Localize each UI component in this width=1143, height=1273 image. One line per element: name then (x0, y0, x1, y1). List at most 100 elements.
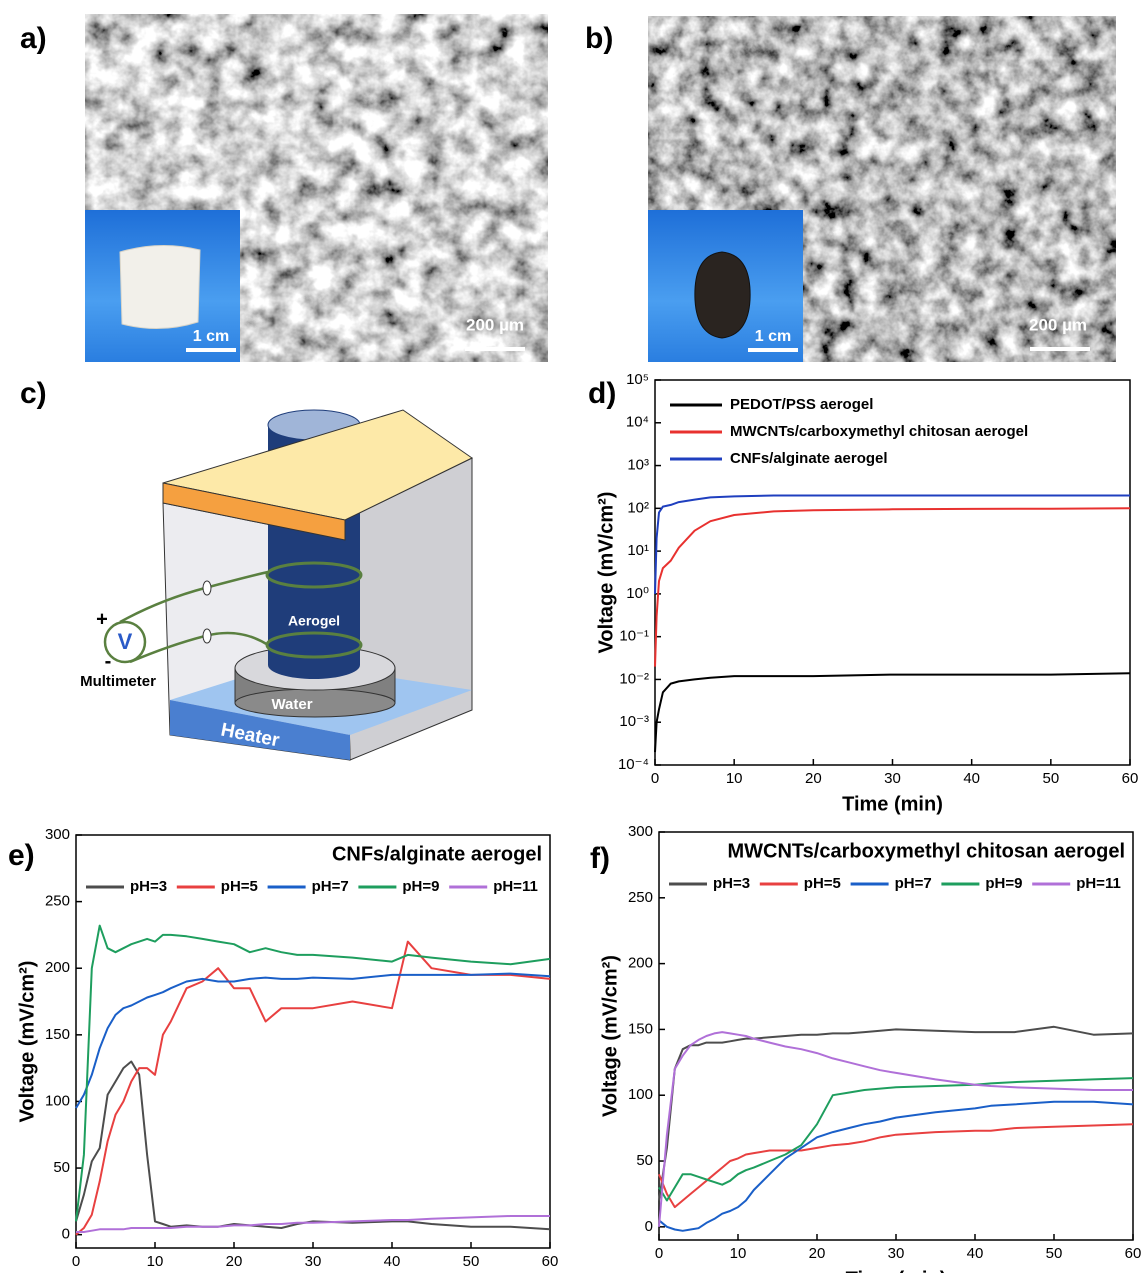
legend-label: MWCNTs/carboxymethyl chitosan aerogel (730, 423, 1028, 440)
legend-label: pH=11 (493, 878, 538, 895)
y-tick-label: 0 (62, 1226, 70, 1243)
x-tick-label: 50 (1046, 1245, 1063, 1262)
x-tick-label: 10 (726, 770, 743, 787)
x-tick-label: 40 (963, 770, 980, 787)
y-tick-label: 200 (45, 959, 70, 976)
y-tick-label: 10⁻² (619, 670, 649, 687)
x-tick-label: 60 (1122, 770, 1139, 787)
series-line (659, 1032, 1133, 1227)
chart-title: MWCNTs/carboxymethyl chitosan aerogel (728, 840, 1126, 862)
series-line (655, 508, 1130, 666)
y-tick-label: 10⁻¹ (619, 628, 649, 645)
connector (203, 629, 211, 643)
x-tick-label: 30 (888, 1245, 905, 1262)
y-tick-label: 10² (627, 499, 649, 516)
x-tick-label: 30 (305, 1253, 322, 1270)
plot-frame (659, 832, 1133, 1240)
panel-label: d) (588, 377, 616, 410)
panel-label: b) (585, 22, 613, 55)
y-tick-label: 10⁻³ (619, 713, 649, 730)
y-tick-label: 250 (628, 889, 653, 906)
y-tick-label: 10⁴ (626, 414, 649, 431)
series-line (659, 1102, 1133, 1231)
plus-label: + (96, 608, 108, 630)
multimeter-label: Multimeter (80, 673, 156, 690)
x-tick-label: 10 (730, 1245, 747, 1262)
series-line (76, 974, 550, 1109)
y-tick-label: 0 (645, 1218, 653, 1235)
legend-label: pH=7 (312, 878, 349, 895)
x-tick-label: 0 (655, 1245, 663, 1262)
connector (203, 581, 211, 595)
legend-label: pH=5 (804, 875, 841, 892)
scale-label: 1 cm (755, 328, 791, 345)
series-line (76, 1216, 550, 1232)
series-line (655, 673, 1130, 752)
scale-label: 200 µm (466, 315, 524, 334)
legend-label: pH=7 (895, 875, 932, 892)
y-tick-label: 300 (45, 826, 70, 843)
y-axis-label: Voltage (mV/cm²) (16, 961, 38, 1123)
y-tick-label: 10¹ (627, 542, 649, 559)
y-tick-label: 300 (628, 823, 653, 840)
panel-label: f) (590, 842, 610, 875)
y-tick-label: 10³ (627, 457, 649, 474)
plot-frame (76, 835, 550, 1248)
series-line (659, 1124, 1133, 1207)
x-tick-label: 50 (463, 1253, 480, 1270)
legend-label: PEDOT/PSS aerogel (730, 396, 873, 413)
figure: 1 cm 200 µm a) 1 cm 200 µm b) c) V + - M… (0, 0, 1143, 1273)
panel-a: 1 cm 200 µm a) (20, 14, 548, 362)
panel-b: 1 cm 200 µm b) (585, 16, 1116, 362)
legend-label: pH=3 (130, 878, 167, 895)
x-tick-label: 30 (884, 770, 901, 787)
legend-label: pH=5 (221, 878, 258, 895)
y-tick-label: 100 (628, 1086, 653, 1103)
y-tick-label: 10⁵ (626, 371, 649, 388)
x-tick-label: 10 (147, 1253, 164, 1270)
x-tick-label: 20 (809, 1245, 826, 1262)
y-tick-label: 150 (45, 1026, 70, 1043)
x-tick-label: 40 (967, 1245, 984, 1262)
series-line (76, 942, 550, 1235)
x-axis-label: Time (min) (846, 1268, 947, 1273)
y-tick-label: 10⁻⁴ (618, 756, 649, 773)
x-tick-label: 0 (72, 1253, 80, 1270)
y-tick-label: 50 (53, 1159, 70, 1176)
water-label: Water (271, 696, 312, 713)
x-tick-label: 60 (1125, 1245, 1142, 1262)
panel-label: e) (8, 839, 35, 872)
dish-bottom (235, 689, 395, 717)
y-tick-label: 200 (628, 955, 653, 972)
y-tick-label: 10⁰ (626, 585, 649, 602)
y-axis-label: Voltage (mV/cm²) (599, 955, 621, 1117)
x-tick-label: 0 (651, 770, 659, 787)
aerogel-label: Aerogel (288, 613, 340, 629)
legend-label: pH=9 (985, 875, 1022, 892)
y-tick-label: 150 (628, 1020, 653, 1037)
series-line (76, 1062, 550, 1230)
series-line (76, 926, 550, 1222)
legend-label: pH=11 (1076, 875, 1121, 892)
y-tick-label: 250 (45, 893, 70, 910)
legend-label: pH=3 (713, 875, 750, 892)
series-line (659, 1027, 1133, 1201)
scale-label: 1 cm (193, 328, 229, 345)
legend-label: CNFs/alginate aerogel (730, 450, 888, 467)
x-tick-label: 20 (226, 1253, 243, 1270)
panel-c: c) V + - Multimeter Aerogel Water Heater (20, 377, 472, 760)
black-aerogel (695, 252, 750, 338)
white-aerogel (120, 245, 200, 328)
x-tick-label: 60 (542, 1253, 559, 1270)
series-line (659, 1078, 1133, 1200)
legend-label: pH=9 (402, 878, 439, 895)
x-tick-label: 40 (384, 1253, 401, 1270)
x-axis-label: Time (min) (842, 793, 943, 815)
chart-title: CNFs/alginate aerogel (332, 843, 542, 865)
page: {"panels":{ "a":{"label":"a)","scale_mai… (0, 0, 1143, 1273)
minus-label: - (105, 650, 112, 672)
scale-label: 200 µm (1029, 315, 1087, 334)
panel-label: a) (20, 22, 47, 55)
voltmeter-label: V (118, 629, 133, 654)
y-tick-label: 100 (45, 1092, 70, 1109)
